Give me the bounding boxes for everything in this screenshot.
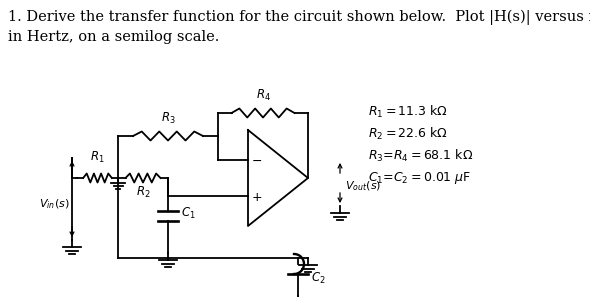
Text: $-$: $-$ bbox=[251, 154, 263, 167]
Text: $R_2$: $R_2$ bbox=[136, 185, 150, 200]
Text: in Hertz, on a semilog scale.: in Hertz, on a semilog scale. bbox=[8, 30, 219, 44]
Text: $R_1 = 11.3$ k$\Omega$: $R_1 = 11.3$ k$\Omega$ bbox=[368, 104, 448, 120]
Text: $R_2 = 22.6$ k$\Omega$: $R_2 = 22.6$ k$\Omega$ bbox=[368, 126, 448, 142]
Text: $+$: $+$ bbox=[251, 191, 263, 204]
Text: $R_3$=$R_4 = 68.1$ k$\Omega$: $R_3$=$R_4 = 68.1$ k$\Omega$ bbox=[368, 148, 473, 164]
Text: 1. Derive the transfer function for the circuit shown below.  Plot |H(s)| versus: 1. Derive the transfer function for the … bbox=[8, 10, 590, 25]
Text: $C_1$: $C_1$ bbox=[181, 206, 196, 221]
Text: $R_1$: $R_1$ bbox=[90, 150, 105, 165]
Text: $V_{in}(s)$: $V_{in}(s)$ bbox=[39, 197, 69, 211]
Text: $R_3$: $R_3$ bbox=[160, 111, 175, 126]
Text: $R_4$: $R_4$ bbox=[255, 88, 270, 103]
Text: $V_{out}(s)$: $V_{out}(s)$ bbox=[345, 179, 381, 193]
Text: $C_1$=$C_2 = 0.01$ $\mu$F: $C_1$=$C_2 = 0.01$ $\mu$F bbox=[368, 170, 471, 186]
Text: $C_2$: $C_2$ bbox=[311, 271, 326, 285]
